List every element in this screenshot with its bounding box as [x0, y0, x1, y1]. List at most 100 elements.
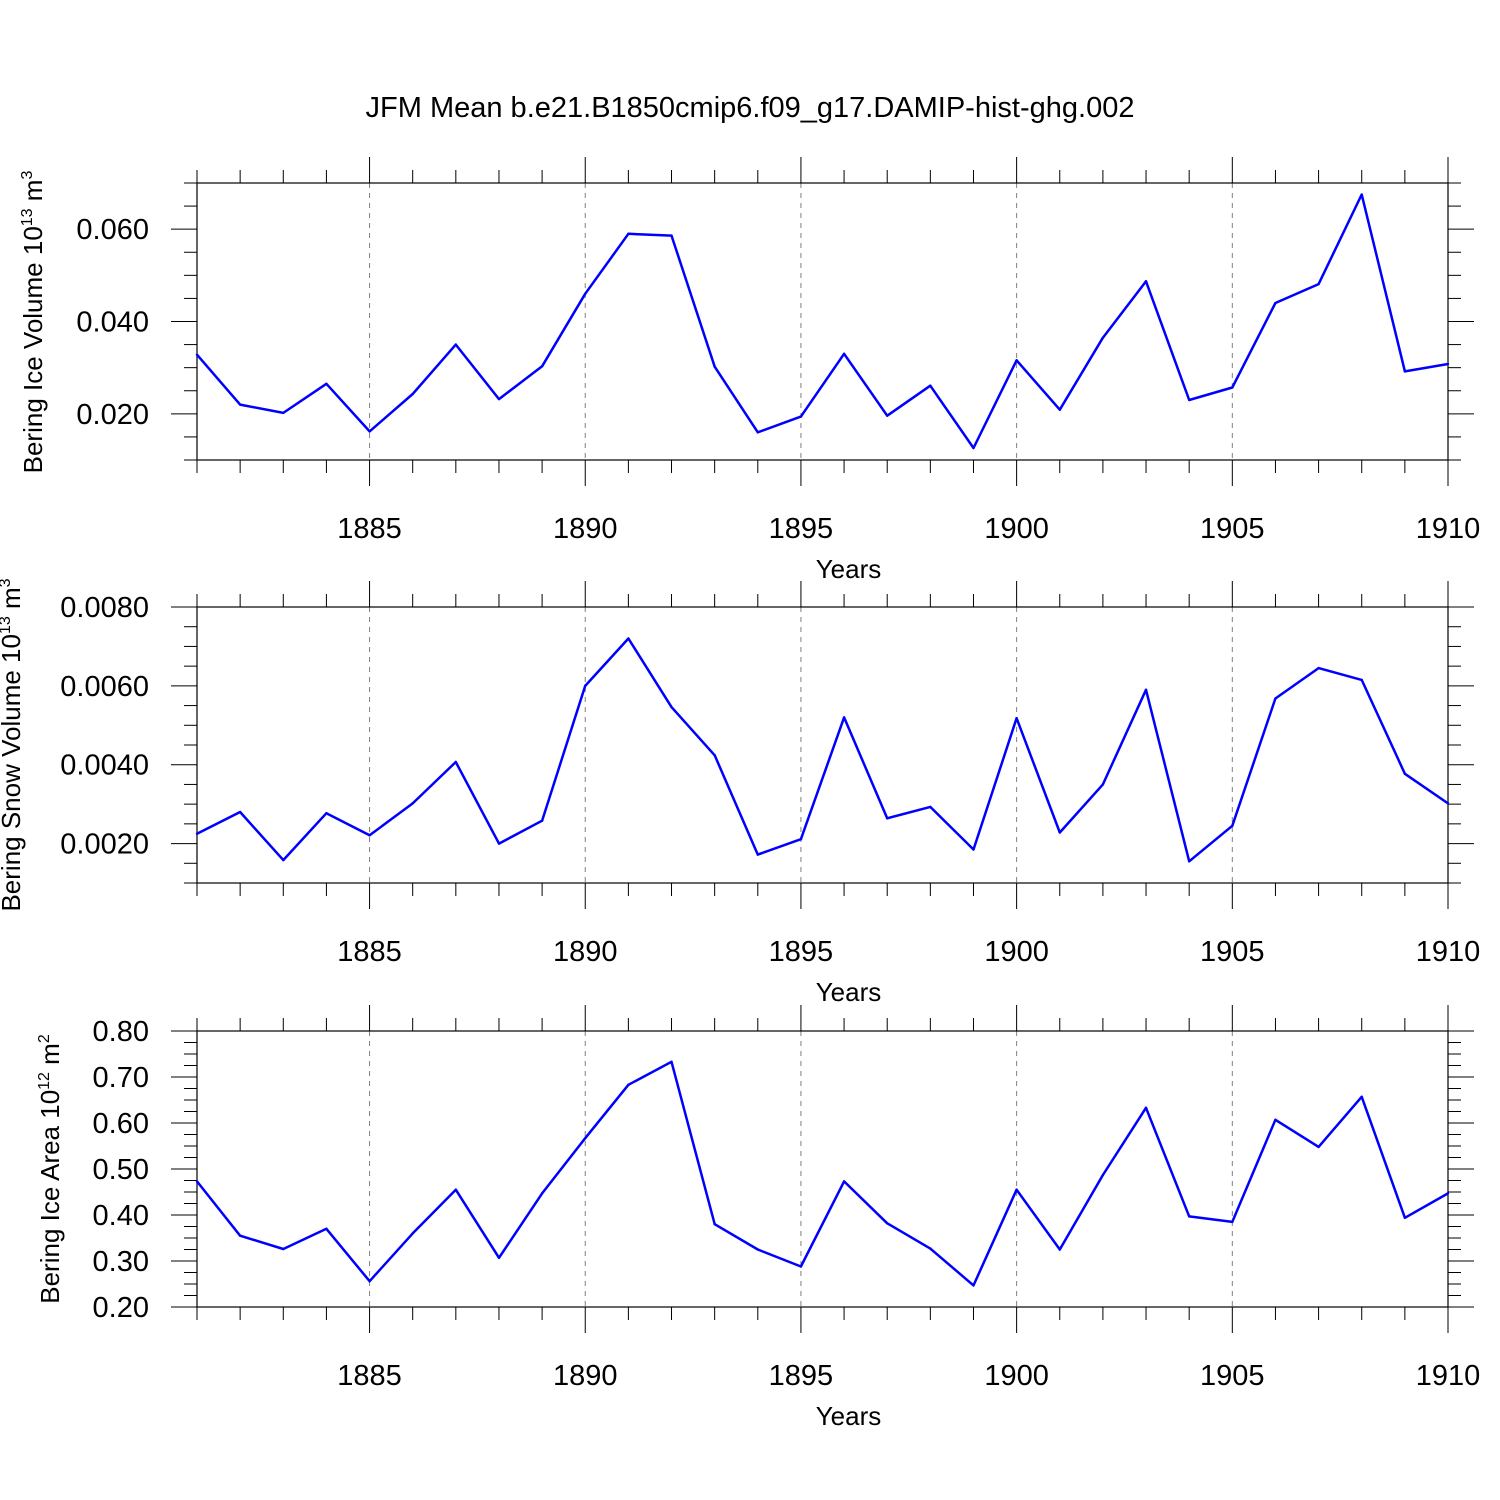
data-point-1884	[325, 1227, 328, 1231]
y-tick-label: 0.0040	[60, 750, 149, 782]
data-point-1909	[1403, 370, 1407, 373]
data-point-1883	[282, 1247, 285, 1251]
data-point-1905	[1231, 1220, 1234, 1224]
data-point-1900	[1015, 359, 1018, 362]
data-point-1907	[1317, 666, 1320, 670]
x-tick-label-1885: 1885	[337, 936, 402, 968]
data-point-1894	[756, 1248, 759, 1251]
data-point-1881	[195, 353, 199, 356]
data-point-1886	[411, 802, 414, 805]
data-point-1890	[584, 292, 587, 295]
data-point-1908	[1360, 1095, 1363, 1098]
data-point-1898	[929, 1247, 932, 1250]
x-tick-label-1900: 1900	[984, 1360, 1049, 1392]
data-point-1903	[1144, 1106, 1148, 1110]
data-point-1899	[972, 446, 975, 450]
figure-title: JFM Mean b.e21.B1850cmip6.f09_g17.DAMIP-…	[366, 92, 1135, 124]
panel-2: 1885 1890 1895 1900 1905 1910 0.0020 0.0040 0.00…	[0, 578, 1480, 1007]
x-tick-label-1890: 1890	[553, 1360, 618, 1392]
x-tick-label-1905: 1905	[1200, 513, 1265, 545]
data-point-1906	[1274, 697, 1277, 700]
data-point-1895	[799, 838, 803, 841]
x-tick-label-1895: 1895	[769, 513, 834, 545]
data-point-1905	[1231, 386, 1234, 389]
data-point-1905	[1231, 824, 1234, 828]
series-line	[196, 637, 1449, 863]
data-point-1899	[972, 848, 975, 851]
data-point-1899	[972, 1284, 975, 1287]
data-point-1893	[713, 1223, 716, 1226]
data-point-1902	[1101, 1173, 1105, 1177]
y-axis-label: Bering Ice Area 1012 m2	[35, 1034, 65, 1304]
data-point-1882	[238, 810, 242, 814]
data-point-1885	[368, 430, 371, 433]
data-point-1908	[1360, 678, 1363, 682]
panel-3: 1885 1890 1895 1900 1905 1910 0.20 0.30 0.40 0.50…	[35, 1005, 1480, 1431]
y-axis-label-text: Bering Ice Area 10	[35, 1090, 65, 1304]
data-point-1896	[842, 716, 846, 719]
y-tick-label: 0.40	[93, 1200, 149, 1232]
data-point-1894	[756, 853, 759, 856]
y-axis-label-exponent: 13	[0, 616, 14, 634]
y-tick-label: 0.020	[76, 399, 149, 431]
x-tick-label-1890: 1890	[553, 513, 618, 545]
data-point-1897	[886, 817, 889, 820]
y-tick-label: 0.040	[76, 307, 149, 339]
data-point-1900	[1015, 716, 1018, 720]
x-tick-label-1900: 1900	[984, 936, 1049, 968]
data-point-1904	[1187, 398, 1191, 402]
data-point-1885	[368, 834, 371, 837]
x-tick-label-1885: 1885	[337, 513, 402, 545]
data-point-1881	[195, 832, 199, 835]
x-axis-label: Years	[816, 977, 882, 1007]
y-axis-label-unit: m	[0, 587, 26, 616]
data-point-1884	[325, 812, 328, 815]
y-tick-label: 0.20	[93, 1292, 149, 1324]
x-tick-label-1895: 1895	[769, 936, 834, 968]
data-point-1910	[1446, 362, 1450, 366]
data-point-1889	[540, 365, 544, 368]
data-point-1909	[1403, 1216, 1407, 1219]
data-point-1902	[1101, 783, 1105, 786]
data-point-1882	[238, 403, 242, 406]
data-point-1882	[238, 1234, 242, 1237]
y-axis-label-unit: m	[35, 1043, 65, 1072]
y-axis-label-text: Bering Snow Volume 10	[0, 634, 26, 912]
data-point-1903	[1144, 280, 1148, 283]
data-point-1897	[886, 414, 889, 417]
data-point-1908	[1360, 193, 1363, 196]
data-point-1890	[584, 1136, 587, 1140]
data-point-1889	[540, 1192, 544, 1195]
data-point-1906	[1274, 1118, 1277, 1121]
data-point-1887	[454, 343, 458, 346]
x-tick-label-1900: 1900	[984, 513, 1049, 545]
data-point-1891	[627, 232, 630, 235]
data-point-1910	[1446, 1192, 1450, 1195]
y-tick-label: 0.0020	[60, 829, 149, 861]
data-point-1901	[1058, 408, 1061, 411]
data-point-1893	[713, 365, 716, 368]
data-point-1896	[842, 1180, 846, 1183]
data-point-1890	[584, 684, 587, 688]
data-point-1909	[1403, 772, 1407, 775]
y-axis-label-unit-exponent: 2	[36, 1034, 53, 1043]
data-point-1892	[670, 705, 673, 709]
y-axis-label: Bering Snow Volume 1013 m3	[0, 578, 26, 911]
series-line	[196, 193, 1449, 450]
data-point-1894	[756, 431, 759, 434]
data-point-1891	[627, 1083, 630, 1087]
data-point-1904	[1187, 1215, 1191, 1218]
data-point-1910	[1446, 802, 1450, 805]
data-point-1902	[1101, 336, 1105, 339]
data-point-1886	[411, 1232, 414, 1235]
y-tick-label: 0.060	[76, 214, 149, 246]
data-point-1897	[886, 1222, 889, 1225]
data-point-1895	[799, 415, 803, 418]
x-axis-label: Years	[816, 1401, 882, 1431]
series-line	[196, 1060, 1449, 1287]
data-point-1907	[1317, 282, 1320, 286]
y-axis-label-exponent: 12	[36, 1072, 53, 1090]
x-tick-label-1895: 1895	[769, 1360, 834, 1392]
data-point-1903	[1144, 688, 1148, 691]
